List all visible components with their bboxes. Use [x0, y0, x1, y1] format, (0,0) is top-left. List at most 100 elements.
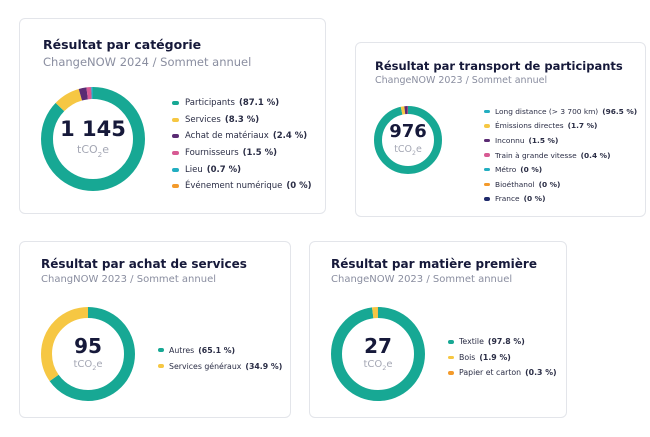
legend-swatch: [448, 355, 454, 359]
card-result-by-raw-material: Résultat par matière première ChangeNOW …: [309, 241, 567, 418]
legend-percent: (1.7 %): [567, 121, 598, 131]
legend-label: Lieu: [185, 164, 203, 175]
legend-item: Papier et carton (0.3 %): [448, 365, 557, 381]
legend-item: Services généraux (34.9 %): [158, 358, 282, 374]
legend-item: Événement numérique (0 %): [172, 178, 312, 195]
legend-label: Bois: [459, 352, 476, 362]
legend-label: Papier et carton: [459, 368, 522, 378]
legend-item: Achat de matériaux (2.4 %): [172, 128, 312, 145]
legend-swatch: [172, 151, 179, 156]
legend-swatch: [158, 364, 164, 368]
legend-swatch: [448, 371, 454, 375]
legend-swatch: [484, 138, 490, 143]
legend-label: Fournisseurs: [185, 148, 239, 159]
card-result-by-services-purchase: Résultat par achat de services ChangNOW …: [19, 241, 291, 418]
legend-item: Train à grande vitesse (0.4 %): [484, 148, 637, 163]
legend-percent: (1.9 %): [479, 352, 511, 362]
donut-svg: [41, 307, 135, 401]
card-subtitle: ChangNOW 2023 / Sommet annuel: [41, 274, 216, 285]
donut-slice-lieu: [41, 87, 145, 191]
legend-label: Participants: [185, 98, 235, 109]
card-result-by-participant-transport: Résultat par transport de participants C…: [355, 42, 646, 217]
legend-swatch: [172, 117, 179, 122]
legend-swatch: [484, 124, 490, 128]
legend-swatch: [484, 182, 490, 187]
legend-swatch: [172, 134, 179, 139]
legend-percent: (0.3 %): [525, 368, 557, 378]
legend-item: Métro (0 %): [484, 162, 637, 177]
legend-item: Participants (87.1 %): [172, 95, 312, 112]
card-subtitle: ChangeNOW 2023 / Sommet annuel: [375, 75, 548, 86]
legend-label: Achat de matériaux: [185, 131, 269, 142]
legend-percent: (34.9 %): [245, 361, 283, 371]
donut-chart: 95 tCO2e: [41, 307, 135, 401]
donut-chart: 976 tCO2e: [374, 106, 442, 174]
total-value: 1 145: [60, 117, 126, 142]
legend-percent: (0 %): [538, 179, 561, 189]
legend-item: Long distance (> 3 700 km) (96.5 %): [484, 104, 637, 119]
legend-item: Fournisseurs (1.5 %): [172, 145, 312, 162]
card-title: Résultat par matière première: [331, 257, 537, 271]
card-result-by-category: Résultat par catégorie ChangeNOW 2024 / …: [19, 18, 326, 214]
total-value: 95: [74, 334, 102, 358]
legend-item: Services (8.3 %): [172, 112, 312, 129]
legend-label: Émissions directes: [495, 121, 564, 131]
donut-slice-train-grande-vitesse: [374, 106, 442, 174]
total-value: 976: [389, 121, 427, 143]
legend-swatch: [484, 167, 490, 172]
legend-label: Événement numérique: [185, 181, 283, 192]
legend-item: Inconnu (1.5 %): [484, 133, 637, 148]
legend-percent: (0 %): [286, 181, 312, 192]
legend-label: Métro: [495, 165, 517, 175]
legend-swatch: [158, 348, 164, 352]
donut-svg: [41, 87, 145, 191]
legend-swatch: [484, 153, 490, 157]
card-title: Résultat par achat de services: [41, 257, 247, 271]
donut-svg: [331, 307, 425, 401]
legend-item: Émissions directes (1.7 %): [484, 119, 637, 134]
donut-chart: 27 tCO2e: [331, 307, 425, 401]
total-unit: tCO2e: [73, 359, 103, 372]
legend-percent: (65.1 %): [198, 345, 236, 355]
legend-swatch: [172, 167, 179, 172]
legend-label: Train à grande vitesse: [495, 150, 577, 160]
legend-percent: (87.1 %): [238, 98, 280, 109]
legend: Long distance (> 3 700 km) (96.5 %) Émissi…: [484, 104, 637, 206]
card-title: Résultat par catégorie: [43, 37, 202, 52]
legend-percent: (2.4 %): [272, 131, 308, 142]
legend-percent: (1.5 %): [242, 148, 277, 159]
total-value: 27: [364, 334, 392, 358]
legend-item: Lieu (0.7 %): [172, 161, 312, 178]
total-unit: tCO2e: [77, 143, 109, 159]
legend-item: Autres (65.1 %): [158, 342, 282, 358]
legend-label: Inconnu: [495, 135, 525, 145]
legend-label: Services généraux: [169, 361, 242, 371]
total-unit: tCO2e: [363, 359, 393, 372]
legend-item: Bioéthanol (0 %): [484, 177, 637, 192]
donut-slice-papier-et-carton: [331, 307, 425, 401]
legend-label: Autres: [169, 345, 195, 355]
legend-swatch: [484, 197, 490, 201]
card-title: Résultat par transport de participants: [375, 59, 623, 73]
card-subtitle: ChangeNOW 2023 / Sommet annuel: [331, 274, 513, 285]
legend-item: Bois (1.9 %): [448, 350, 557, 366]
legend-percent: (8.3 %): [224, 114, 260, 125]
legend: Participants (87.1 %) Services (8.3 %) Achat…: [172, 95, 312, 195]
legend: Textile (97.8 %) Bois (1.9 %) Papier et cart…: [448, 334, 557, 381]
donut-chart: 1 145 tCO2e: [41, 87, 145, 191]
legend-swatch: [172, 184, 179, 189]
legend-item: France (0 %): [484, 192, 637, 207]
legend-percent: (97.8 %): [487, 337, 525, 347]
legend-swatch: [448, 340, 454, 344]
legend-percent: (0.7 %): [206, 164, 242, 175]
legend-percent: (96.5 %): [602, 106, 638, 116]
card-subtitle: ChangeNOW 2024 / Sommet annuel: [43, 55, 252, 69]
legend: Autres (65.1 %) Services généraux (34.9 %): [158, 342, 282, 374]
donut-svg: [374, 106, 442, 174]
legend-label: France: [495, 194, 520, 204]
legend-swatch: [172, 101, 179, 106]
legend-label: Long distance (> 3 700 km): [495, 106, 599, 116]
legend-label: Services: [185, 114, 221, 125]
legend-percent: (0 %): [520, 165, 543, 175]
legend-swatch: [484, 109, 490, 114]
